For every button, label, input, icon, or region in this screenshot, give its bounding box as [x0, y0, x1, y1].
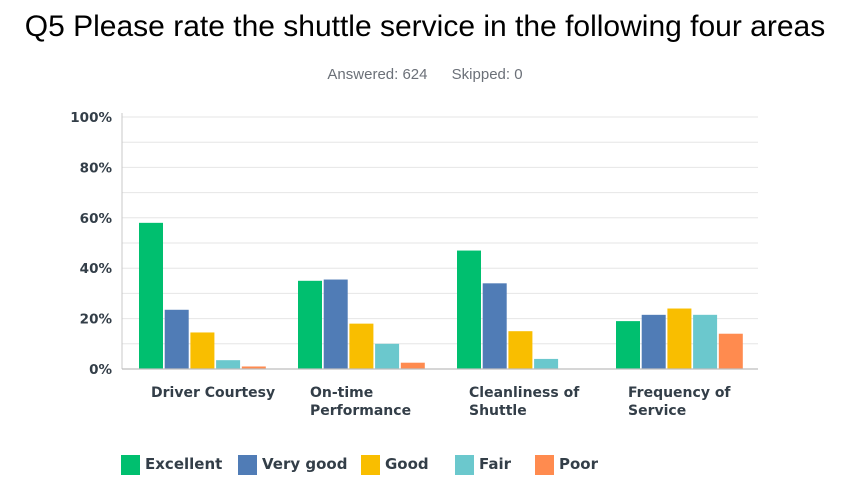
category-label: Frequency of: [628, 385, 731, 401]
bar-excellent: [457, 250, 481, 369]
bar-poor: [400, 362, 425, 369]
bar-excellent: [616, 321, 640, 369]
bar-poor: [241, 366, 266, 369]
category-label: Service: [628, 403, 686, 419]
bar-fair: [693, 314, 718, 369]
y-tick-label: 40%: [80, 261, 113, 277]
bar-good: [667, 308, 692, 369]
legend-swatch: [455, 455, 474, 475]
bar-excellent: [298, 280, 322, 369]
bar-fair: [534, 358, 559, 369]
bar-very-good: [482, 283, 507, 369]
legend-swatch: [361, 455, 380, 475]
y-tick-label: 60%: [80, 211, 113, 227]
legend-swatch: [238, 455, 257, 475]
bar-excellent: [139, 222, 163, 369]
bar-poor: [718, 333, 743, 369]
bar-very-good: [164, 309, 189, 369]
y-tick-label: 100%: [70, 110, 112, 126]
bar-good: [508, 331, 533, 369]
legend-label: Good: [385, 455, 429, 473]
category-label: On-time: [310, 385, 373, 401]
legend-label: Poor: [559, 455, 599, 473]
bar-good: [190, 332, 215, 369]
y-tick-label: 0%: [89, 362, 112, 378]
category-label: Driver Courtesy: [151, 385, 275, 401]
legend-label: Very good: [262, 455, 347, 473]
legend-label: Fair: [479, 455, 512, 473]
legend-swatch: [121, 455, 140, 475]
bar-fair: [216, 360, 241, 369]
y-tick-label: 80%: [80, 160, 113, 176]
skipped-count: Skipped: 0: [451, 66, 523, 83]
category-label: Performance: [310, 403, 411, 419]
category-label: Cleanliness of: [469, 385, 580, 401]
y-tick-label: 20%: [80, 312, 113, 328]
question-title: Q5 Please rate the shuttle service in th…: [24, 10, 826, 43]
bar-fair: [375, 343, 400, 369]
bar-very-good: [641, 314, 666, 369]
legend-swatch: [535, 455, 554, 475]
bar-good: [349, 323, 374, 369]
answered-count: Answered: 624: [327, 66, 428, 83]
response-stats: Answered: 624 Skipped: 0: [0, 66, 850, 83]
category-label: Shuttle: [469, 403, 527, 419]
bar-very-good: [323, 279, 348, 369]
legend-label: Excellent: [145, 455, 222, 473]
